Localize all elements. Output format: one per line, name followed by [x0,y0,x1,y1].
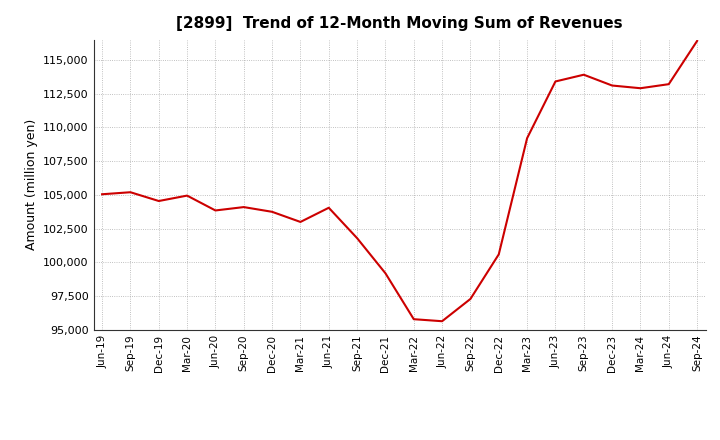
Title: [2899]  Trend of 12-Month Moving Sum of Revenues: [2899] Trend of 12-Month Moving Sum of R… [176,16,623,32]
Y-axis label: Amount (million yen): Amount (million yen) [24,119,37,250]
